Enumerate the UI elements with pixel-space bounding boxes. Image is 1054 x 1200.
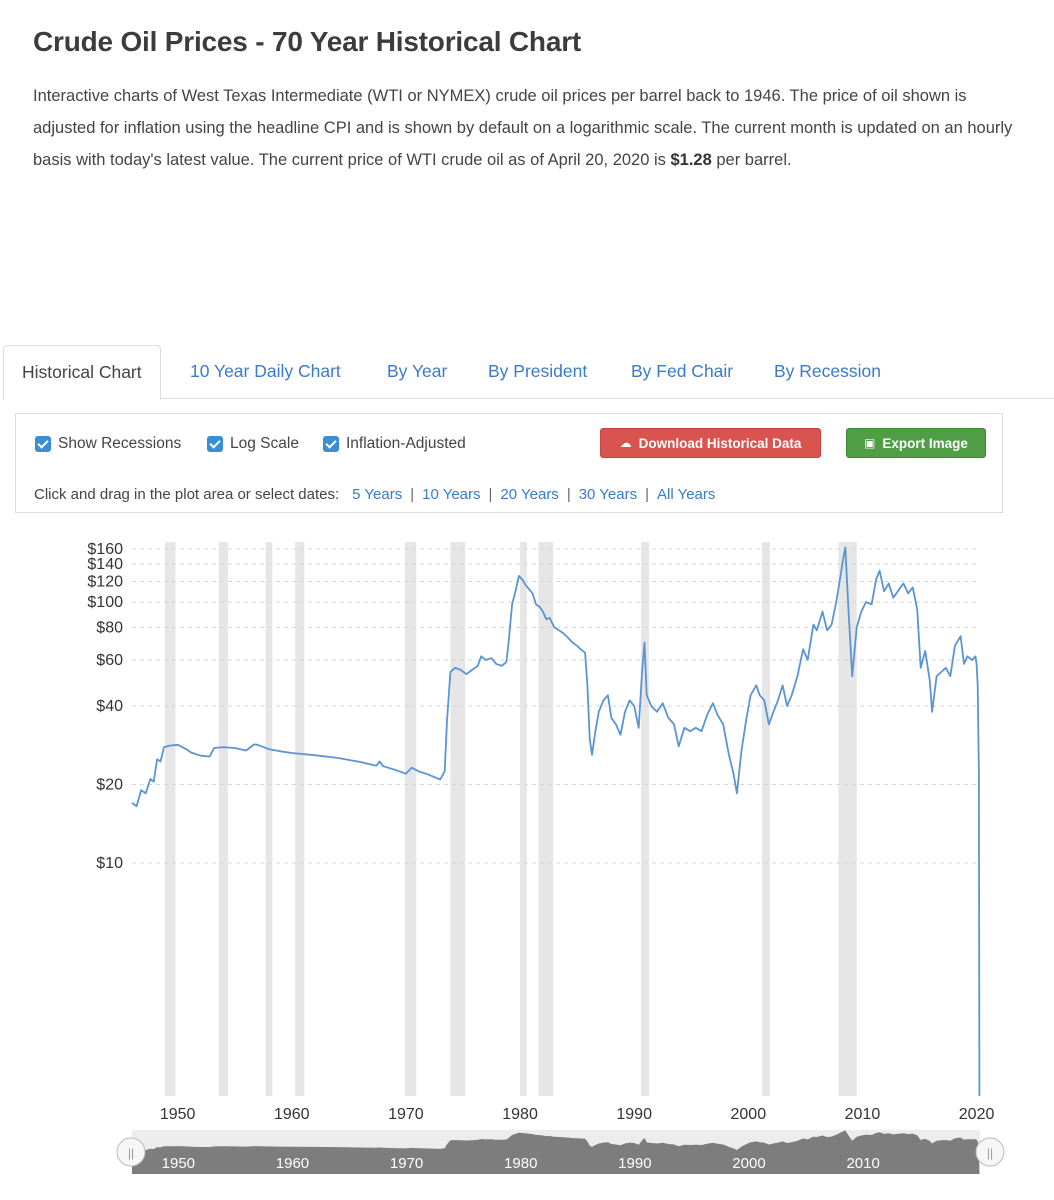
navigator-labels: 1950 1960 1970 1980 1990 2000 2010 [162,1155,880,1172]
y-tick-label: $20 [96,777,123,794]
x-axis-labels: 1950 1960 1970 1980 1990 2000 2010 2020 [160,1106,995,1123]
range-separator: | [645,486,650,503]
intro-tail: per barrel. [711,151,792,169]
tab-by-fed-chair[interactable]: By Fed Chair [631,361,734,381]
download-historical-data-button[interactable]: ☁ Download Historical Data [600,428,821,458]
y-tick-label: $100 [87,594,123,611]
range-20-years[interactable]: 20 Years [500,486,559,503]
date-range-selector: Click and drag in the plot area or selec… [34,486,715,503]
grip-icon: || [128,1146,134,1160]
range-navigator[interactable]: 1950 1960 1970 1980 1990 2000 2010 || || [116,1130,1005,1174]
navigator-year-label: 1990 [618,1155,651,1172]
chart-tabs: Historical Chart 10 Year Daily Chart By … [3,345,1054,400]
tab-by-year[interactable]: By Year [387,361,448,381]
y-tick-label: $120 [87,573,123,590]
tab-by-recession[interactable]: By Recession [774,361,881,381]
inflation-adjusted-label: Inflation-Adjusted [346,435,466,452]
show-recessions-label: Show Recessions [58,435,182,452]
export-button-label: Export Image [882,435,968,451]
recession-band [762,542,770,1096]
checkbox-checked-icon [207,436,223,452]
checkbox-checked-icon [323,436,339,452]
inflation-adjusted-checkbox[interactable]: Inflation-Adjusted [323,434,466,454]
checkbox-checked-icon [35,436,51,452]
x-tick-label: 2000 [731,1106,767,1123]
navigator-left-handle[interactable]: || [116,1137,146,1167]
export-image-button[interactable]: ▣ Export Image [846,428,986,458]
cloud-download-icon: ☁ [619,436,632,450]
recession-band [404,542,417,1096]
navigator-year-label: 2000 [732,1155,765,1172]
range-30-years[interactable]: 30 Years [578,486,638,503]
y-tick-label: $140 [87,556,123,573]
grip-icon: || [987,1146,993,1160]
x-tick-label: 2010 [845,1106,881,1123]
page-title: Crude Oil Prices - 70 Year Historical Ch… [33,26,582,57]
chart-controls: Show Recessions Log Scale Inflation-Adju… [15,413,1003,513]
navigator-year-label: 1960 [276,1155,309,1172]
navigator-year-label: 1950 [162,1155,195,1172]
show-recessions-checkbox[interactable]: Show Recessions [35,434,181,454]
y-tick-label: $60 [96,652,123,669]
tab-10-year-daily-chart[interactable]: 10 Year Daily Chart [190,361,341,381]
date-range-prompt: Click and drag in the plot area or selec… [34,486,340,503]
recession-band [520,542,527,1096]
x-tick-label: 1960 [274,1106,310,1123]
image-icon: ▣ [864,436,876,450]
handle-circle [116,1137,146,1167]
intro-text: Interactive charts of West Texas Interme… [33,87,1013,169]
grid-lines [132,548,980,864]
log-scale-checkbox[interactable]: Log Scale [207,434,299,454]
y-tick-label: $80 [96,619,123,636]
x-tick-label: 1980 [502,1106,538,1123]
recession-band [295,542,305,1096]
intro-paragraph: Interactive charts of West Texas Interme… [33,80,1023,176]
recession-band [265,542,273,1096]
tab-by-president[interactable]: By President [488,361,588,381]
current-price: $1.28 [670,151,712,169]
tab-historical-chart[interactable]: Historical Chart [3,345,161,400]
x-tick-label: 1950 [160,1106,196,1123]
navigator-series-area [132,1130,980,1174]
navigator-year-label: 1970 [390,1155,423,1172]
range-separator: | [410,486,415,503]
y-tick-label: $40 [96,698,123,715]
navigator-right-handle[interactable]: || [975,1137,1005,1167]
price-series-line [131,546,981,1097]
x-tick-label: 1990 [616,1106,652,1123]
range-separator: | [488,486,493,503]
x-tick-label: 2020 [959,1106,995,1123]
recession-band [641,542,650,1096]
oil-price-chart[interactable]: $160$140$120 $100 $80 $60 $40 $20 $10 1950 1960… [0,530,1054,1200]
recession-band [538,542,554,1096]
recession-bands [165,542,857,1096]
range-all-years[interactable]: All Years [657,486,716,503]
download-button-label: Download Historical Data [638,435,802,451]
navigator-year-label: 1980 [504,1155,537,1172]
y-axis-labels: $160$140$120 $100 $80 $60 $40 $20 $10 [87,541,123,872]
recession-band [218,542,228,1096]
log-scale-label: Log Scale [230,435,299,452]
y-tick-label: $160 [87,541,123,558]
handle-circle [975,1137,1005,1167]
y-tick-label: $10 [96,855,123,872]
range-5-years[interactable]: 5 Years [352,486,403,503]
range-separator: | [566,486,571,503]
navigator-year-label: 2010 [846,1155,879,1172]
recession-band [838,542,857,1096]
x-tick-label: 1970 [388,1106,424,1123]
range-10-years[interactable]: 10 Years [422,486,481,503]
recession-band [450,542,466,1096]
recession-band [165,542,176,1096]
